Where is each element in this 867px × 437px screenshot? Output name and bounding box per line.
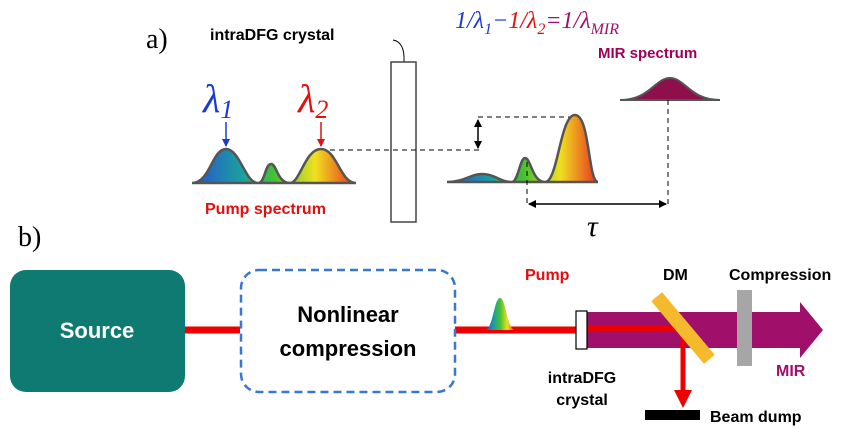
diagram: a) intraDFG crystal 1/λ1−1/λ2=1/λMIR MIR… [0,0,867,437]
delay-label: τ [587,210,599,243]
crystal-label: crystal [556,392,608,409]
panel-label: a) [146,24,168,55]
beam-arrow [674,390,692,408]
mir-spectrum-label: MIR spectrum [598,45,697,62]
sub: 1 [220,95,233,124]
crystal-label: intraDFG crystal [210,27,334,44]
pump-label: Pump [525,267,570,284]
symbol: λ [297,76,315,121]
nonlinear-box [241,270,455,392]
pump-spectrum-label: Pump spectrum [205,201,326,218]
eq-term: 1/λ [508,8,537,34]
crystal [576,311,587,349]
eq-sub: 1 [484,21,492,38]
leader [393,40,404,62]
panel-label: b) [18,222,41,253]
pump-spectrum [192,149,356,183]
nonlinear-label: compression [280,336,417,361]
source-label: Source [60,318,135,343]
pump-pulse [485,298,515,330]
dfg-spectrum [447,115,598,182]
compressor [737,290,752,366]
mir-label: MIR [776,363,806,380]
sub: 2 [315,95,328,124]
eq-term: =1/λ [545,8,590,34]
beam-dump [645,410,700,420]
symbol: λ [202,76,220,121]
eq-term: − [492,8,508,34]
equation: 1/λ1−1/λ2=1/λMIR [455,8,619,38]
eq-term: 1/λ [455,8,484,34]
beam-dump-label: Beam dump [710,409,802,426]
dm-label: DM [663,267,688,284]
eq-sub: 2 [537,21,545,38]
lambda1: λ1 [202,76,233,124]
eq-sub: MIR [590,21,620,38]
crystal-label: intraDFG [548,370,616,387]
crystal [391,62,416,222]
nonlinear-label: Nonlinear [297,302,399,327]
compression-label: Compression [729,267,831,284]
lambda2: λ2 [297,76,328,124]
mir-spectrum [620,78,720,100]
